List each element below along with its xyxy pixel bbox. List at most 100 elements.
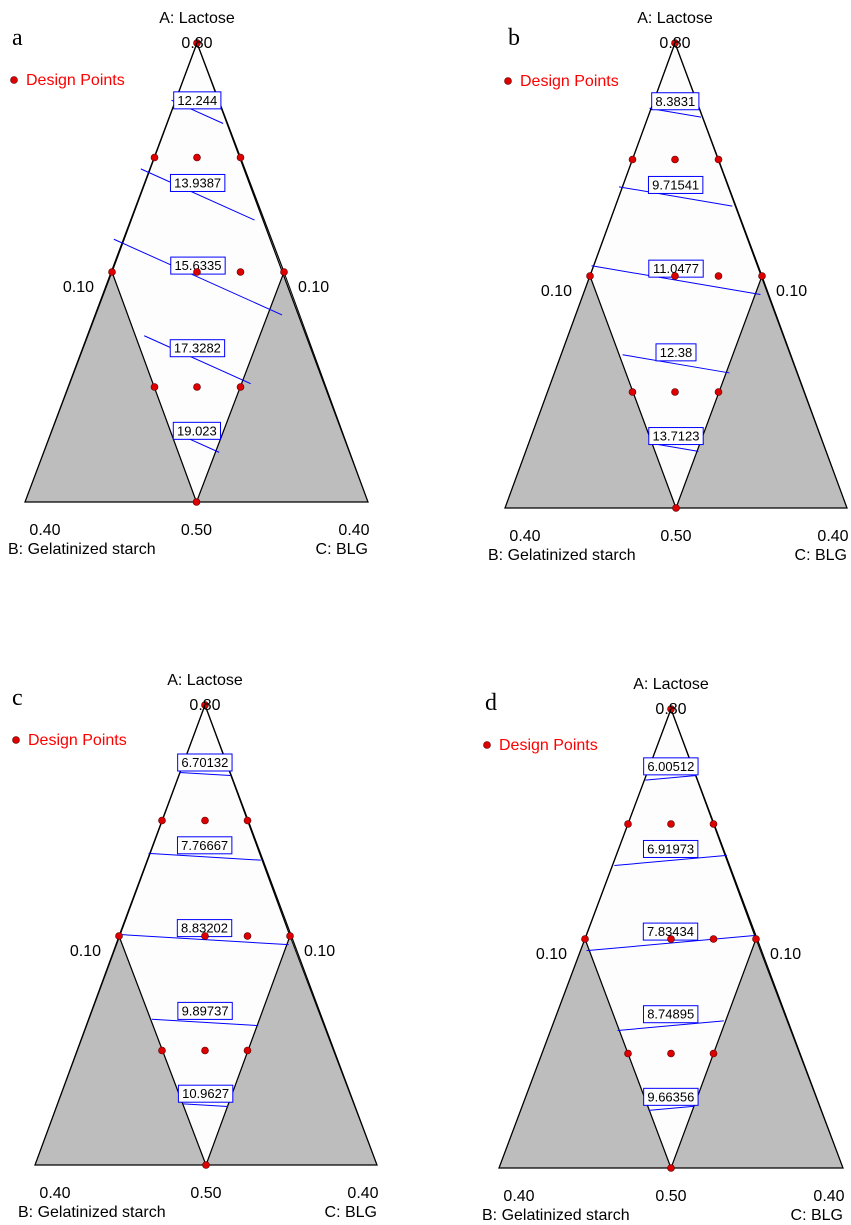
contour-line [645, 775, 697, 781]
contour-line [586, 935, 755, 952]
panel-d: 6.00512 6.91973 7.83434 8.74895 9.66356 A: La… [482, 676, 845, 1224]
contour-label: 12.244 [177, 93, 217, 108]
contour-label-box [643, 757, 699, 776]
contour-label: 17.3282 [174, 341, 221, 356]
panel-a: 12.244 13.9387 15.6335 17.3282 19.023 A: Lact… [8, 10, 370, 558]
design-point [201, 701, 209, 709]
axis-value-c: 0.40 [338, 522, 369, 539]
legend-marker [504, 77, 512, 85]
design-point [667, 705, 675, 713]
contour-label-box [651, 92, 700, 111]
axis-value-bottom-mid: 0.50 [181, 522, 212, 539]
contour-label-box [642, 839, 699, 858]
contour-line [144, 335, 251, 385]
axis-title-c: C: BLG [791, 1207, 843, 1224]
design-point [671, 388, 679, 396]
contour-label-box [643, 1087, 699, 1106]
axis-title-b: B: Gelatinized starch [482, 1207, 630, 1224]
design-point [758, 272, 766, 280]
axis-title-b: B: Gelatinized starch [18, 1204, 166, 1221]
legend-label: Design Points [28, 732, 127, 749]
design-point [624, 820, 632, 828]
panel-letter: c [12, 685, 23, 711]
axis-title-a: A: Lactose [637, 10, 713, 27]
axis-value-left-side: 0.10 [63, 279, 94, 296]
axis-value-right-side: 0.10 [298, 279, 329, 296]
design-point [671, 39, 679, 47]
design-point [667, 1049, 675, 1058]
axis-value-a: 0.80 [659, 35, 690, 52]
axis-value-b: 0.40 [39, 1185, 70, 1202]
design-point [672, 504, 680, 512]
design-point [709, 820, 718, 828]
contour-line [179, 771, 231, 777]
design-point [193, 268, 201, 276]
axis-title-c: C: BLG [795, 547, 847, 564]
design-point [243, 816, 252, 825]
design-point [709, 1049, 718, 1058]
axis-value-left-side: 0.10 [70, 943, 101, 960]
contour-line [617, 1020, 724, 1031]
design-point [624, 1049, 632, 1058]
design-point [202, 1161, 210, 1169]
axis-value-bottom-mid: 0.50 [190, 1185, 221, 1202]
axis-value-right-side: 0.10 [770, 946, 801, 963]
design-point [714, 155, 723, 164]
design-point [286, 932, 294, 940]
contour-label-box [173, 91, 222, 110]
design-point [108, 268, 116, 276]
contour-label: 8.83202 [181, 921, 228, 936]
contour-label: 7.83434 [647, 924, 694, 939]
axis-title-c: C: BLG [316, 541, 368, 558]
legend-label: Design Points [520, 73, 619, 90]
panel-c: 6.70132 7.76667 8.83202 9.89737 10.9627 A: La… [12, 672, 379, 1221]
contour-label: 9.66356 [647, 1089, 694, 1104]
contour-label: 10.9627 [182, 1086, 229, 1101]
contour-label: 9.89737 [182, 1003, 229, 1018]
legend-marker [10, 76, 18, 84]
axis-title-b: B: Gelatinized starch [8, 541, 156, 558]
contour-label: 11.0477 [653, 261, 699, 276]
contour-label: 19.023 [177, 423, 217, 438]
legend-label: Design Points [499, 737, 598, 754]
axis-value-bottom-mid: 0.50 [655, 1188, 686, 1205]
axis-value-left-side: 0.10 [541, 283, 572, 300]
contour-label: 8.3831 [655, 94, 695, 109]
design-point [201, 816, 209, 825]
contour-line [140, 168, 255, 221]
design-point [201, 932, 209, 940]
panel-letter: a [12, 25, 23, 51]
axis-value-b: 0.40 [503, 1188, 534, 1205]
design-point [714, 272, 723, 280]
axis-value-a: 0.80 [189, 697, 220, 714]
design-point [243, 1046, 252, 1055]
contour-label: 15.6335 [174, 258, 221, 273]
panel-b: 8.3831 9.71541 11.0477 12.38 13.7123 A: Lacto… [488, 10, 849, 564]
design-point [709, 935, 718, 943]
contour-label-box [655, 343, 697, 362]
design-point [192, 498, 201, 506]
contour-label: 7.76667 [181, 838, 228, 853]
axis-value-right-side: 0.10 [776, 283, 807, 300]
axis-value-bottom-mid: 0.50 [660, 528, 691, 545]
contour-label-box [642, 1005, 699, 1024]
axis-value-b: 0.40 [509, 528, 540, 545]
axis-title-a: A: Lactose [159, 10, 235, 27]
design-point [236, 383, 245, 391]
design-point [193, 39, 201, 47]
contour-label: 6.91973 [647, 841, 694, 856]
axis-value-c: 0.40 [347, 1185, 378, 1202]
contour-label-box [172, 421, 221, 440]
contour-line [614, 854, 728, 867]
contour-label-box [169, 339, 226, 358]
contour-line [591, 265, 761, 296]
contour-label: 9.71541 [652, 177, 699, 192]
design-point [667, 820, 675, 828]
design-point [628, 388, 637, 396]
design-point [193, 153, 201, 162]
contour-line [113, 238, 283, 316]
axis-title-a: A: Lactose [167, 672, 243, 689]
design-point [752, 935, 760, 943]
design-point [236, 268, 245, 276]
axis-value-b: 0.40 [29, 522, 60, 539]
